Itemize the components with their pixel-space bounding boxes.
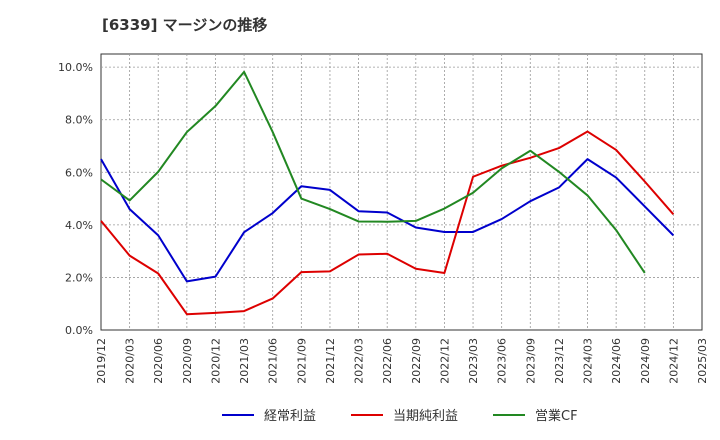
x-tick-label: 2024/09 [639, 338, 652, 384]
x-tick-label: 2022/06 [381, 338, 394, 384]
x-tick-label: 2023/03 [467, 338, 480, 384]
x-tick-label: 2021/09 [295, 338, 308, 384]
x-tick-label: 2020/12 [209, 338, 222, 384]
y-tick-label: 2.0% [65, 271, 93, 284]
x-tick-label: 2019/12 [95, 338, 108, 384]
x-tick-label: 2021/06 [267, 338, 280, 384]
x-tick-label: 2024/06 [610, 338, 623, 384]
y-tick-label: 8.0% [65, 114, 93, 127]
plot-area [100, 53, 703, 331]
x-tick-label: 2020/03 [124, 338, 137, 384]
y-tick-label: 4.0% [65, 219, 93, 232]
y-tick-label: 6.0% [65, 166, 93, 179]
y-tick-label: 0.0% [65, 324, 93, 337]
series-line-1 [100, 158, 675, 283]
x-tick-label: 2024/03 [582, 338, 595, 384]
x-tick-label: 2021/03 [238, 338, 251, 384]
x-tick-label: 2020/06 [152, 338, 165, 384]
x-tick-label: 2023/06 [496, 338, 509, 384]
x-tick-label: 2020/09 [181, 338, 194, 384]
x-tick-label: 2022/12 [438, 338, 451, 384]
legend-label-1: 経常利益 [264, 409, 316, 424]
x-tick-label: 2023/09 [524, 338, 537, 384]
x-tick-label: 2024/12 [667, 338, 680, 384]
x-tick-label: 2021/12 [324, 338, 337, 384]
y-tick-label: 10.0% [58, 61, 93, 74]
x-tick-label: 2025/03 [696, 338, 709, 384]
x-tick-label: 2023/12 [553, 338, 566, 384]
x-tick-label: 2022/09 [410, 338, 423, 384]
legend-label-2: 当期純利益 [393, 409, 458, 424]
legend-label-3: 営業CF [535, 408, 578, 424]
series-line-3 [100, 70, 646, 274]
series-line-2 [100, 130, 675, 316]
chart-title: [6339] マージンの推移 [102, 16, 268, 34]
x-tick-label: 2022/03 [353, 338, 366, 384]
